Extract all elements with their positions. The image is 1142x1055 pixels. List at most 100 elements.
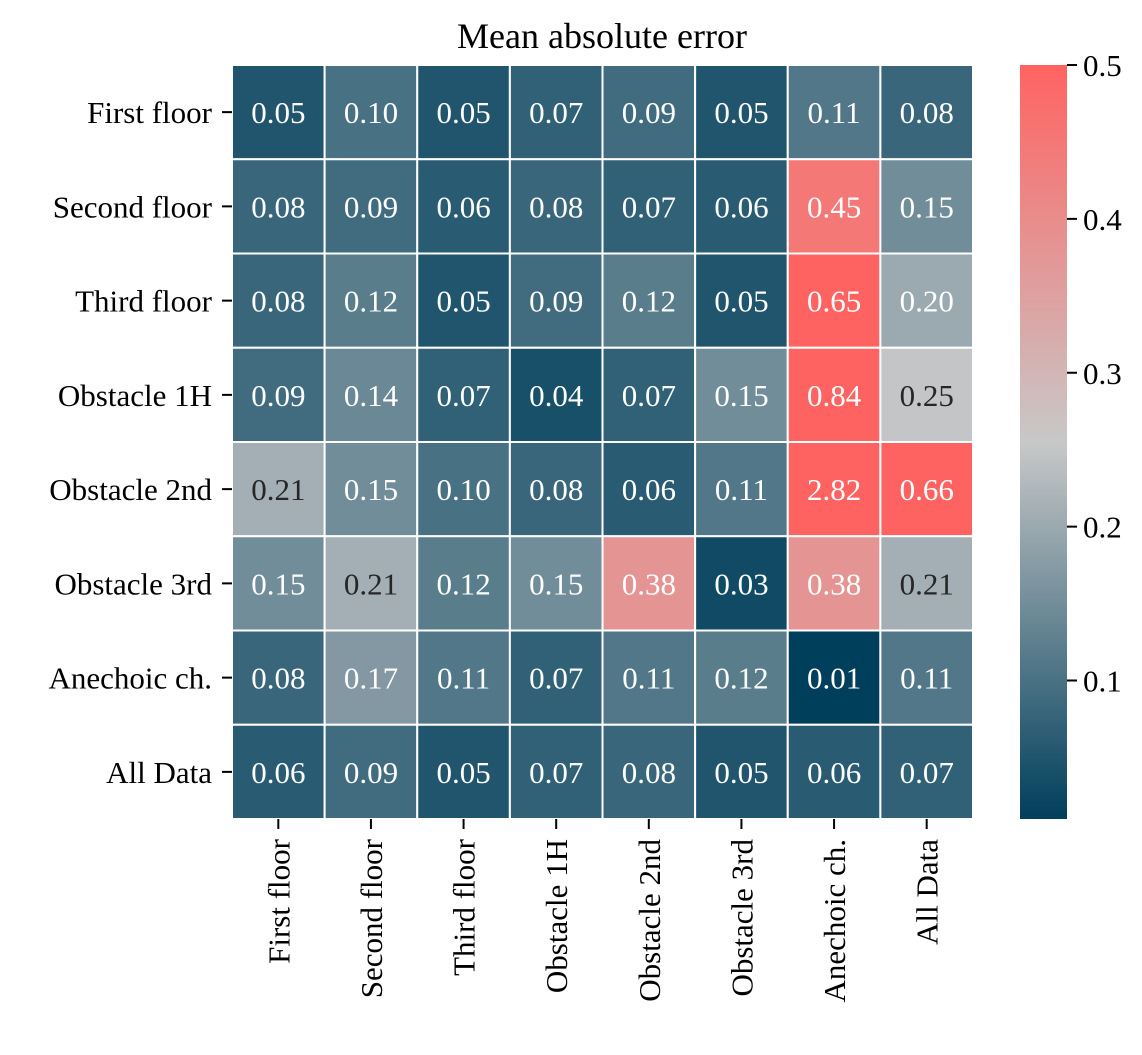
cell-value-label: 0.11 [808, 95, 861, 130]
cell-value-label: 0.12 [714, 661, 768, 696]
heatmap-cell [879, 629, 974, 726]
heatmap-cell [694, 629, 789, 726]
colorbar-tick-label: 0.5 [1083, 48, 1122, 83]
colorbar-gradient [1020, 65, 1067, 819]
heatmap-cell [786, 346, 882, 443]
heatmap-cell [601, 535, 697, 632]
heatmap-cell [416, 252, 511, 349]
heatmap-cell [416, 535, 511, 632]
heatmap-cell [879, 441, 974, 538]
heatmap-cell [416, 346, 511, 443]
cell-value-label: 0.21 [251, 472, 305, 507]
row-label: First floor [87, 95, 213, 130]
heatmap-cell [323, 535, 419, 632]
cell-value-label: 0.06 [807, 755, 861, 790]
heatmap-cell [879, 535, 974, 632]
cell-value-label: 0.09 [251, 378, 305, 413]
cell-value-label: 0.05 [436, 755, 490, 790]
cell-value-label: 0.07 [900, 755, 954, 790]
cell-value-label: 0.10 [344, 95, 398, 130]
heatmap-cell [231, 629, 326, 726]
heatmap-cell [323, 629, 419, 726]
cell-value-label: 0.09 [529, 284, 583, 319]
cell-value-label: 0.07 [529, 95, 583, 130]
colorbar-tick-label: 0.3 [1083, 356, 1122, 391]
cell-value-label: 0.08 [251, 661, 305, 696]
cell-value-label: 0.11 [622, 661, 675, 696]
heatmap-cell [786, 252, 882, 349]
cell-value-label: 2.82 [807, 472, 861, 507]
heatmap-cell [786, 629, 882, 726]
colorbar-tick-label: 0.1 [1083, 664, 1122, 699]
heatmap-cell [323, 64, 419, 161]
cell-value-label: 0.05 [436, 284, 490, 319]
cell-value-label: 0.07 [436, 378, 490, 413]
heatmap-cell [508, 441, 604, 538]
colorbar: 0.1 0.2 0.3 0.4 0.5 [1020, 48, 1122, 819]
column-label: Anechoic ch. [817, 839, 852, 1003]
cell-value-label: 0.21 [900, 566, 954, 601]
cell-value-label: 0.09 [344, 189, 398, 224]
cell-value-label: 0.06 [436, 189, 490, 224]
cell-value-label: 0.08 [622, 755, 676, 790]
heatmap-cell [601, 346, 697, 443]
row-label: Obstacle 2nd [49, 472, 212, 507]
cell-value-label: 0.08 [529, 472, 583, 507]
heatmap-cell [416, 723, 511, 820]
column-label: All Data [910, 839, 945, 945]
heatmap-cell [879, 64, 974, 161]
heatmap-cell [508, 158, 604, 255]
heatmap-cell [694, 64, 789, 161]
heatmap-cell [786, 535, 882, 632]
cell-value-label: 0.38 [807, 566, 861, 601]
cell-value-label: 0.15 [251, 566, 305, 601]
heatmap-cell [416, 64, 511, 161]
row-label: Obstacle 1H [58, 378, 212, 413]
cell-value-label: 0.05 [251, 95, 305, 130]
column-label: Obstacle 1H [539, 839, 574, 993]
cell-value-label: 0.01 [807, 661, 861, 696]
cell-value-label: 0.04 [529, 378, 584, 413]
heatmap-cell [601, 441, 697, 538]
cell-value-label: 0.06 [622, 472, 676, 507]
cell-value-label: 0.10 [436, 472, 490, 507]
column-label: Third floor [447, 838, 482, 976]
cell-value-label: 0.07 [529, 755, 583, 790]
cell-value-label: 0.08 [900, 95, 954, 130]
cell-value-label: 0.05 [436, 95, 490, 130]
heatmap-cell [416, 629, 511, 726]
cell-value-label: 0.21 [344, 566, 398, 601]
cell-value-label: 0.11 [715, 472, 768, 507]
heatmap-cell [601, 723, 697, 820]
cell-value-label: 0.07 [622, 378, 676, 413]
cell-value-label: 0.09 [622, 95, 676, 130]
cell-value-label: 0.25 [900, 378, 954, 413]
cell-value-label: 0.65 [807, 284, 861, 319]
heatmap-cell [231, 64, 326, 161]
column-labels: First floor Second floor Third floor Obstac… [261, 819, 945, 1003]
heatmap-cell [323, 252, 419, 349]
cell-value-label: 0.11 [437, 661, 490, 696]
column-label: Second floor [354, 838, 389, 998]
heatmap-cell [879, 252, 974, 349]
colorbar-tick-label: 0.4 [1083, 202, 1122, 237]
row-label: Third floor [75, 284, 213, 319]
heatmap-cell [694, 252, 789, 349]
row-label: All Data [106, 755, 212, 790]
cell-value-label: 0.45 [807, 189, 861, 224]
heatmap-cell [694, 535, 789, 632]
cell-value-label: 0.06 [251, 755, 305, 790]
cell-value-label: 0.09 [344, 755, 398, 790]
cell-value-label: 0.03 [714, 566, 768, 601]
heatmap-cell [879, 723, 974, 820]
row-label: Obstacle 3rd [54, 566, 212, 601]
column-label: Obstacle 3rd [724, 839, 759, 997]
heatmap-cell [601, 629, 697, 726]
cell-value-label: 0.66 [900, 472, 954, 507]
cell-value-label: 0.15 [900, 189, 954, 224]
heatmap-cell [508, 252, 604, 349]
heatmap-cell [786, 441, 882, 538]
heatmap-cells: 0.05 0.10 0.05 0.07 0.09 0.05 0.11 0.08 0.08 0.09… [231, 64, 974, 820]
row-labels: First floor Second floor Third floor Obstac… [48, 95, 232, 790]
